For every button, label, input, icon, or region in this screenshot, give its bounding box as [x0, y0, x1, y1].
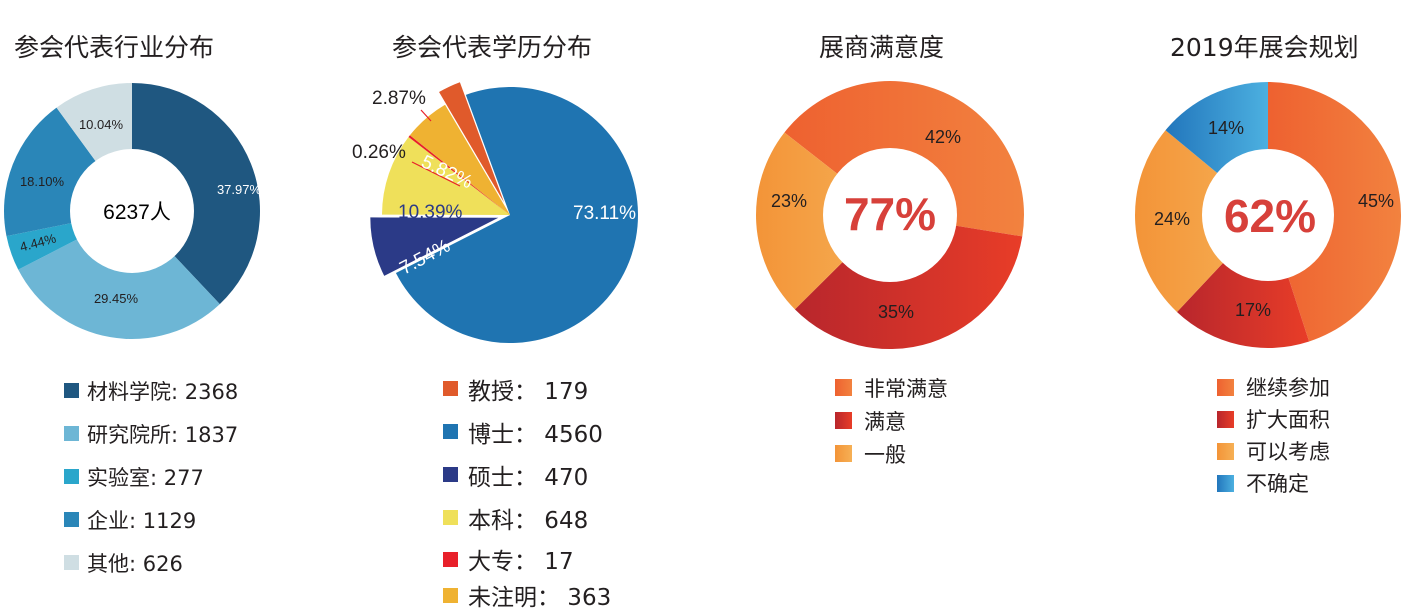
- education-label-bachelor: 10.39%: [398, 202, 463, 223]
- slice-2: [370, 217, 499, 276]
- plan2019-label-continue: 45%: [1358, 191, 1394, 211]
- education-title: 参会代表学历分布: [392, 33, 593, 62]
- legend-item-enterprise: 企业: 1129: [64, 498, 238, 541]
- legend-item-institutes: 研究院所: 1837: [64, 412, 238, 455]
- plan2019-donut-chart: 45% 17% 24% 14% 62%: [1135, 82, 1401, 348]
- legend-item-continue: 继续参加: [1217, 371, 1330, 403]
- plan2019-center-value: 62%: [1224, 190, 1316, 242]
- education-pie-chart: 2.87% 73.11% 7.54% 10.39% 0.26% 5.82%: [352, 82, 638, 344]
- education-label-phd: 73.11%: [573, 203, 636, 224]
- legend-item-consider: 可以考虑: [1217, 435, 1330, 467]
- satisfaction-label-very: 42%: [925, 127, 961, 147]
- industry-label-other: 10.04%: [79, 117, 124, 132]
- legend-swatch: [64, 512, 79, 527]
- legend-item-professor: 教授： 179: [443, 367, 611, 410]
- plan2019-label-expand: 17%: [1235, 300, 1271, 320]
- slice-2: [1135, 130, 1268, 312]
- education-legend: 教授： 179 博士： 4560 硕士： 470 本科： 648 大专： 17 …: [443, 367, 611, 611]
- satisfaction-legend: 非常满意 满意 一般: [835, 371, 948, 470]
- legend-swatch: [443, 551, 458, 567]
- legend-item-phd: 博士： 4560: [443, 410, 611, 453]
- education-slices: [370, 82, 638, 344]
- satisfaction-center-value: 77%: [844, 188, 936, 240]
- legend-item-uncertain: 不确定: [1217, 467, 1330, 499]
- slice-1: [794, 215, 1023, 349]
- industry-label-enterprise: 18.10%: [20, 174, 65, 189]
- plan2019-label-uncertain: 14%: [1208, 118, 1244, 138]
- satisfaction-label-average: 23%: [771, 191, 807, 211]
- legend-item-unspecified: 未注明： 363: [443, 579, 611, 611]
- legend-swatch: [443, 424, 458, 439]
- legend-swatch: [64, 469, 79, 484]
- industry-label-institutes: 29.45%: [94, 291, 139, 306]
- education-panel: 参会代表学历分布 2.87% 73.11% 7.54% 10.39% 0.26%…: [340, 0, 700, 611]
- industry-center-total: 6237人: [103, 201, 171, 224]
- slice-0: [439, 82, 505, 203]
- slice-5: [409, 104, 510, 215]
- legend-item-labs: 实验室: 277: [64, 455, 238, 498]
- slice-4: [408, 135, 510, 215]
- legend-item-college: 大专： 17: [443, 539, 611, 579]
- industry-slices: [4, 83, 260, 339]
- legend-swatch: [1217, 474, 1234, 492]
- slice-3: [382, 136, 510, 215]
- legend-item-expand: 扩大面积: [1217, 403, 1330, 435]
- leader-line-college: [411, 161, 461, 187]
- legend-swatch: [1217, 442, 1234, 460]
- legend-swatch: [1217, 410, 1234, 428]
- legend-item-materials: 材料学院: 2368: [64, 369, 238, 412]
- legend-item-master: 硕士： 470: [443, 453, 611, 496]
- satisfaction-label-satisfied: 35%: [878, 302, 914, 322]
- industry-title: 参会代表行业分布: [14, 33, 215, 62]
- plan2019-title: 2019年展会规划: [1170, 33, 1359, 62]
- legend-item-other: 其他: 626: [64, 541, 238, 584]
- slice-2: [756, 132, 890, 310]
- plan2019-label-consider: 24%: [1154, 209, 1190, 229]
- slice-0: [1268, 82, 1401, 342]
- education-label-professor: 2.87%: [372, 88, 426, 109]
- leader-line-professor: [420, 109, 432, 122]
- legend-swatch: [443, 381, 458, 396]
- industry-donut-chart: 37.97% 29.45% 4.44% 18.10% 10.04% 6237人: [4, 83, 262, 339]
- legend-swatch: [835, 412, 852, 429]
- plan2019-legend: 继续参加 扩大面积 可以考虑 不确定: [1217, 371, 1330, 499]
- legend-swatch: [443, 510, 458, 525]
- legend-item-average: 一般: [835, 437, 948, 470]
- satisfaction-donut-chart: 42% 35% 23% 77%: [756, 81, 1024, 349]
- industry-legend: 材料学院: 2368 研究院所: 1837 实验室: 277 企业: 1129 …: [64, 369, 238, 584]
- legend-item-bachelor: 本科： 648: [443, 496, 611, 539]
- industry-label-materials: 37.97%: [217, 182, 262, 197]
- legend-item-very-satisfied: 非常满意: [835, 371, 948, 404]
- education-label-college: 0.26%: [352, 142, 406, 163]
- slice-1: [395, 87, 638, 344]
- legend-swatch: [443, 467, 458, 482]
- satisfaction-title: 展商满意度: [819, 33, 945, 62]
- plan2019-panel: 2019年展会规划 45% 17% 24% 14% 62% 继续参加 扩大面积 …: [1120, 0, 1401, 610]
- legend-swatch: [835, 379, 852, 396]
- legend-item-satisfied: 满意: [835, 404, 948, 437]
- slice-1: [18, 211, 220, 339]
- industry-panel: 参会代表行业分布 37.97% 29.45% 4.44% 18.10% 10.0…: [0, 0, 340, 610]
- legend-swatch: [1217, 378, 1234, 396]
- legend-swatch: [835, 445, 852, 462]
- legend-swatch: [64, 426, 79, 441]
- legend-swatch: [64, 383, 79, 398]
- legend-swatch: [443, 587, 458, 603]
- slice-0: [132, 83, 260, 305]
- satisfaction-panel: 展商满意度 42% 35% 23% 77% 非常满意 满意 一般: [740, 0, 1060, 610]
- legend-swatch: [64, 555, 79, 570]
